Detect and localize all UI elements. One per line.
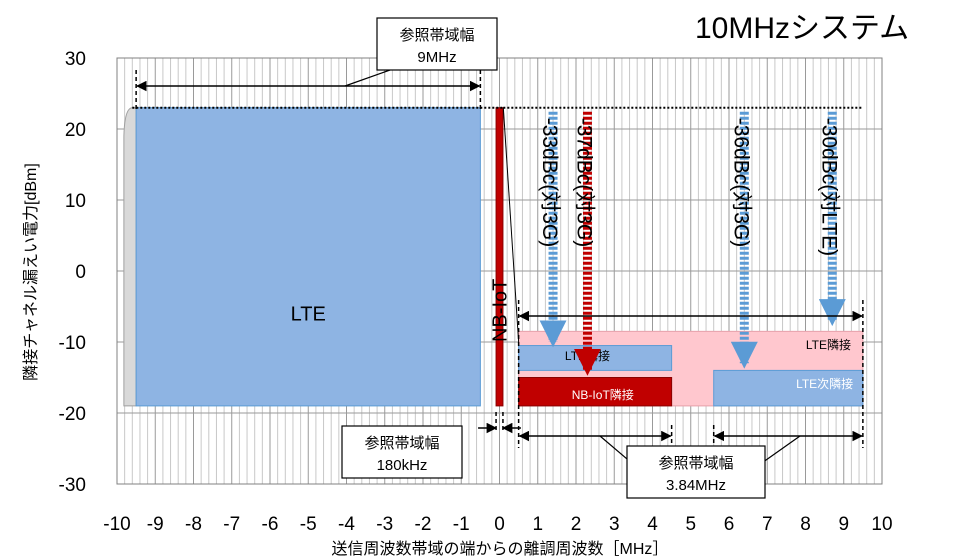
callout-9mhz-line1: 参照帯域幅 [399,27,474,44]
chart-title: 10MHzシステム [695,12,909,45]
x-tick-label: 3 [609,514,620,535]
x-tick-label: -3 [376,514,393,535]
callout-3-84mhz-line1: 参照帯域幅 [658,455,733,472]
x-tick-label: 0 [494,514,505,535]
x-tick-label: -2 [415,514,432,535]
x-tick-label: 2 [571,514,582,535]
x-tick-label: 4 [647,514,658,535]
lte-adjacent-label: LTE隣接 [806,337,851,352]
callout-180khz-line1: 参照帯域幅 [364,435,439,452]
callout-9mhz-box [376,17,498,71]
y-tick-label: 20 [65,120,86,141]
x-tick-label: 10 [871,514,892,535]
plot-area: LTE NB-IoT LTE隣接 NB-IoT隣接 LTE隣接 LTE次隣接 -33dBc(… [123,17,864,499]
lte-alt-adjacent-block [713,369,864,407]
aclr-label: -36dBc(対3G) [729,118,752,248]
callout-9mhz-line2: 9MHz [417,49,456,66]
x-tick-label: -6 [262,514,279,535]
x-tick-label: 8 [800,514,811,535]
x-tick-label: -5 [300,514,317,535]
tick-labels: -10 -9 -8 -7 -6 -5 -4 -3 -2 -1 0 1 2 3 4 5 6 7 8 9 103020100… [59,49,893,535]
x-tick-label: -10 [103,514,130,535]
lte-label: LTE [291,304,326,326]
plot-border [116,57,883,485]
y-tick-label: -10 [59,333,86,354]
x-tick-label: 9 [838,514,849,535]
x-tick-label: 7 [762,514,773,535]
nbiot-label: NB-IoT [490,279,512,342]
callout-3-84mhz-line2: 3.84MHz [666,477,726,494]
y-tick-label: -20 [59,404,86,425]
callout-leader [344,69,391,87]
x-tick-label: -8 [185,514,202,535]
y-axis-label: 隣接チャネル漏えい電力[dBm] [22,163,40,381]
x-tick-label: 6 [724,514,735,535]
aclr-label: -33dBc(対3G) [538,118,561,248]
x-tick-label: 5 [685,514,696,535]
x-tick-label: -1 [453,514,470,535]
y-tick-label: -30 [59,475,86,496]
callout-3-84mhz-box [626,445,766,499]
nbiot-adjacent-label: NB-IoT隣接 [572,387,634,402]
y-tick-label: 10 [65,191,86,212]
nbiot-band [495,107,504,407]
callout-180khz-line2: 180kHz [377,457,428,474]
aclr-label: -30dBc(対LTE) [817,118,840,256]
lte-band [135,107,481,407]
y-tick-label: 0 [75,262,86,283]
x-tick-label: 1 [532,514,543,535]
x-tick-label: -7 [223,514,240,535]
lte-adjacent-label: LTE隣接 [565,348,610,363]
y-tick-label: 30 [65,49,86,70]
nbiot-rolloff-line [502,107,520,343]
lte-alt-adjacent-label: LTE次隣接 [796,376,853,391]
emission-mask-skirt [123,107,137,407]
nbiot-adjacent-block [518,377,673,407]
x-axis-label: 送信周波数帯域の端からの離調周波数［MHz］ [332,540,669,558]
callout-180khz-box [341,425,463,479]
x-tick-label: -9 [147,514,164,535]
x-tick-label: -4 [338,514,355,535]
aclr-label: -37dBc(対3G) [572,118,595,248]
